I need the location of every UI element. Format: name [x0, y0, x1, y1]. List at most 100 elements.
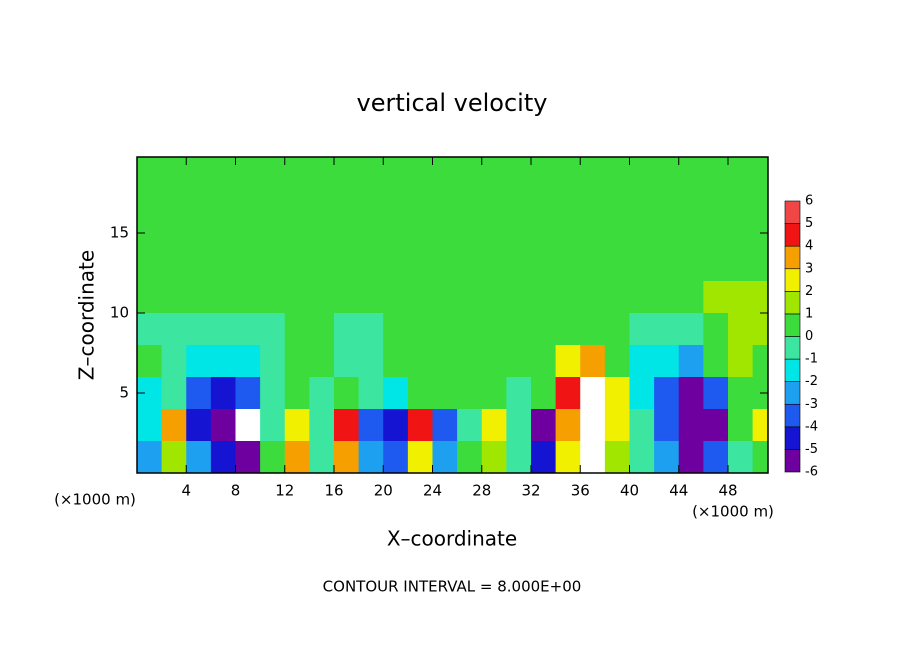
cell — [161, 313, 187, 346]
cell — [506, 313, 532, 346]
cell — [678, 249, 704, 282]
cell — [678, 377, 704, 410]
cell — [284, 377, 310, 410]
cell — [161, 377, 187, 410]
y-tick-label: 5 — [119, 384, 129, 402]
cell — [383, 345, 409, 378]
cell — [481, 157, 507, 186]
cell — [432, 217, 458, 250]
cell — [580, 345, 606, 378]
colorbar-segment — [784, 358, 801, 382]
cell — [383, 249, 409, 282]
cell — [210, 157, 236, 186]
cell — [407, 217, 433, 250]
cell — [506, 185, 532, 218]
cell — [186, 281, 212, 314]
cell — [604, 345, 630, 378]
cell — [629, 217, 655, 250]
cell — [506, 157, 532, 186]
cell — [580, 217, 606, 250]
x-tick-label: 48 — [718, 482, 737, 500]
colorbar-label: 4 — [805, 239, 813, 254]
x-tick-label: 44 — [669, 482, 688, 500]
cell — [358, 409, 384, 442]
cell — [235, 345, 261, 378]
cell — [457, 409, 483, 442]
cell — [260, 313, 286, 346]
cell — [530, 249, 557, 282]
colorbar-segment — [784, 336, 801, 360]
cell — [358, 217, 384, 250]
cell — [210, 217, 236, 250]
cell — [186, 249, 212, 282]
colorbar-label: 0 — [805, 329, 813, 344]
cell — [309, 441, 335, 473]
cell — [654, 313, 680, 346]
x-tick-label: 28 — [472, 482, 491, 500]
x-tick-label: 16 — [324, 482, 343, 500]
colorbar-segment — [784, 200, 801, 224]
cell — [457, 441, 483, 473]
cell — [284, 345, 310, 378]
cell — [555, 157, 581, 186]
cell — [629, 409, 655, 442]
cell — [432, 313, 458, 346]
cell — [678, 313, 704, 346]
cell — [506, 409, 532, 442]
cell — [309, 249, 335, 282]
cell — [137, 249, 163, 282]
cell — [654, 157, 680, 186]
cell — [358, 345, 384, 378]
cell — [604, 249, 630, 282]
cell — [260, 217, 286, 250]
cell — [260, 249, 286, 282]
cell — [727, 281, 754, 314]
cell — [186, 157, 212, 186]
cell — [333, 157, 360, 186]
cell — [752, 313, 768, 346]
cell — [580, 185, 606, 218]
cell — [654, 409, 680, 442]
cell — [407, 157, 433, 186]
colorbar-segment — [784, 426, 801, 450]
cell — [555, 217, 581, 250]
cell — [752, 249, 768, 282]
colorbar-label: -2 — [805, 374, 818, 389]
colorbar-label: -4 — [805, 419, 818, 434]
cell — [383, 185, 409, 218]
cell — [383, 157, 409, 186]
cell — [703, 441, 729, 473]
cell — [703, 345, 729, 378]
x-tick-label: 8 — [231, 482, 241, 500]
cell — [407, 377, 433, 410]
cell — [457, 377, 483, 410]
cell — [703, 377, 729, 410]
cell — [309, 409, 335, 442]
cell — [604, 281, 630, 314]
cell — [137, 441, 163, 473]
cell — [481, 409, 507, 442]
cell — [383, 313, 409, 346]
cell — [678, 441, 704, 473]
cell — [432, 441, 458, 473]
cell — [604, 185, 630, 218]
cell — [284, 157, 310, 186]
cell — [161, 345, 187, 378]
cell — [210, 185, 236, 218]
cell — [481, 281, 507, 314]
cell — [530, 313, 557, 346]
cell — [333, 377, 360, 410]
cell — [530, 185, 557, 218]
cell — [260, 281, 286, 314]
cell — [580, 249, 606, 282]
cell — [333, 441, 360, 473]
cell — [186, 217, 212, 250]
x-unit-label: (×1000 m) — [54, 491, 136, 509]
cell — [703, 157, 729, 186]
cell — [210, 281, 236, 314]
colorbar-segment — [784, 268, 801, 292]
cell — [432, 157, 458, 186]
cell — [235, 249, 261, 282]
cell — [604, 441, 630, 473]
